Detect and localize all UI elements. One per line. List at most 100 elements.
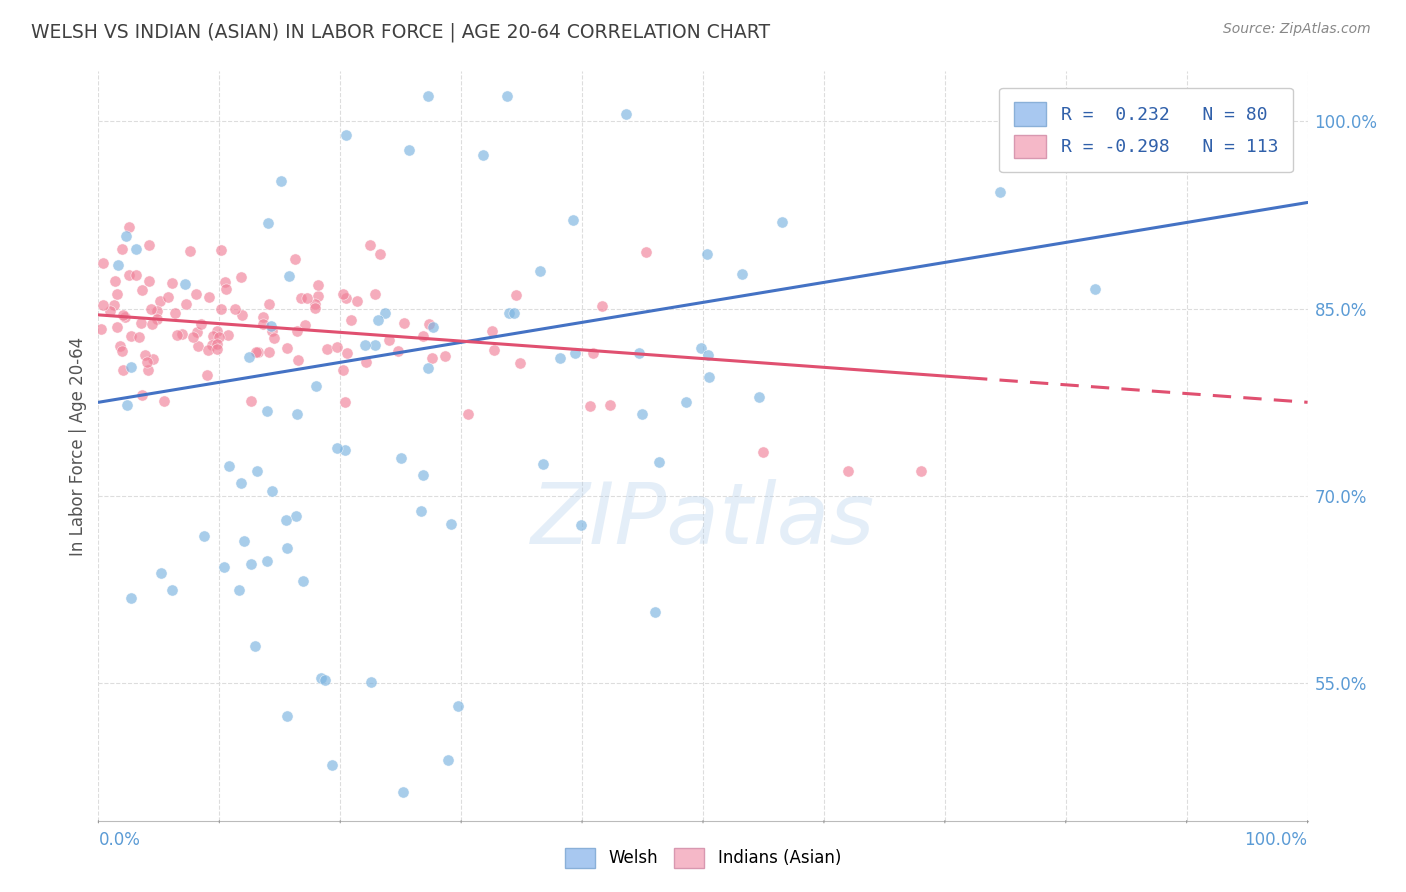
Point: [531, 457, 554, 471]
Point: [260, 319, 283, 334]
Point: [770, 215, 793, 229]
Text: 0.0%: 0.0%: [98, 830, 141, 848]
Point: [285, 509, 308, 524]
Point: [498, 306, 520, 320]
Point: [367, 313, 389, 327]
Point: [131, 284, 153, 298]
Point: [495, 89, 517, 103]
Point: [409, 504, 432, 518]
Point: [471, 148, 494, 162]
Point: [316, 342, 339, 356]
Point: [135, 355, 157, 369]
Point: [675, 395, 697, 409]
Point: [160, 582, 183, 597]
Point: [184, 287, 207, 301]
Point: [141, 317, 163, 331]
Point: [209, 243, 232, 257]
Point: [111, 343, 134, 358]
Point: [214, 282, 236, 296]
Point: [440, 517, 463, 532]
Point: [201, 328, 224, 343]
Point: [107, 258, 129, 272]
Point: [437, 753, 460, 767]
Point: [582, 345, 605, 359]
Point: [190, 317, 212, 331]
Point: [276, 708, 298, 723]
Point: [368, 247, 391, 261]
Point: [340, 312, 363, 326]
Point: [260, 483, 283, 498]
Point: [309, 671, 332, 685]
Point: [129, 316, 152, 330]
Point: [392, 317, 415, 331]
Text: 100.0%: 100.0%: [1244, 830, 1308, 848]
Point: [304, 296, 326, 310]
Point: [391, 785, 413, 799]
Point: [690, 341, 713, 355]
Point: [134, 348, 156, 362]
Point: [457, 407, 479, 421]
Point: [988, 185, 1011, 199]
Point: [287, 352, 309, 367]
Point: [174, 277, 197, 292]
Point: [412, 468, 434, 483]
Point: [150, 566, 173, 580]
Point: [245, 344, 267, 359]
Point: [283, 252, 305, 266]
Point: [290, 292, 312, 306]
Point: [198, 290, 221, 304]
Point: [326, 442, 349, 456]
Text: Source: ZipAtlas.com: Source: ZipAtlas.com: [1223, 22, 1371, 37]
Point: [120, 329, 142, 343]
Point: [420, 351, 443, 365]
Point: [114, 310, 136, 324]
Point: [359, 238, 381, 252]
Point: [256, 554, 278, 568]
Point: [482, 343, 505, 358]
Point: [131, 387, 153, 401]
Point: [252, 310, 274, 324]
Point: [246, 464, 269, 478]
Point: [326, 340, 349, 354]
Point: [837, 464, 859, 478]
Point: [205, 342, 228, 356]
Point: [591, 299, 613, 313]
Point: [696, 348, 718, 362]
Point: [118, 219, 141, 234]
Point: [205, 336, 228, 351]
Point: [229, 475, 252, 490]
Point: [332, 287, 354, 301]
Point: [252, 317, 274, 331]
Point: [91, 255, 114, 269]
Point: [207, 324, 229, 338]
Point: [321, 758, 343, 772]
Point: [599, 399, 621, 413]
Point: [179, 244, 201, 259]
Point: [335, 442, 357, 457]
Point: [125, 242, 148, 256]
Point: [285, 407, 308, 421]
Point: [111, 242, 134, 256]
Point: [239, 393, 262, 408]
Point: [176, 297, 198, 311]
Point: [218, 459, 240, 474]
Point: [166, 328, 188, 343]
Point: [270, 173, 292, 187]
Point: [422, 319, 444, 334]
Point: [128, 330, 150, 344]
Point: [433, 349, 456, 363]
Point: [389, 450, 412, 465]
Point: [276, 341, 298, 355]
Point: [208, 329, 231, 343]
Point: [412, 328, 434, 343]
Point: [360, 675, 382, 690]
Point: [138, 238, 160, 252]
Point: [276, 513, 298, 527]
Point: [294, 318, 316, 332]
Point: [364, 287, 387, 301]
Point: [398, 144, 420, 158]
Point: [108, 339, 131, 353]
Point: [416, 361, 439, 376]
Point: [146, 303, 169, 318]
Point: [1084, 282, 1107, 296]
